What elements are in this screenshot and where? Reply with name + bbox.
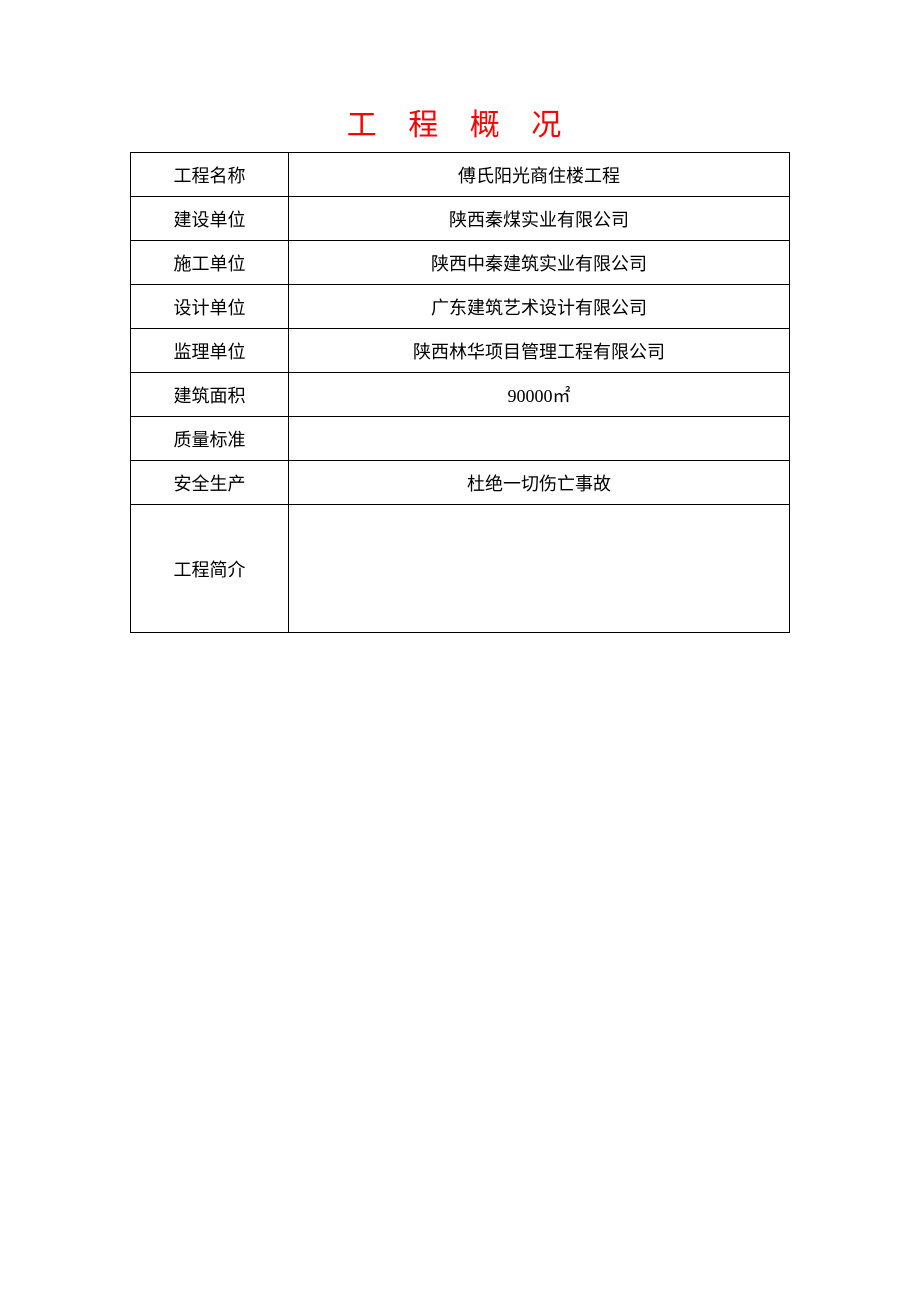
row-label: 安全生产 bbox=[131, 461, 289, 505]
project-overview-table: 工程名称傅氏阳光商住楼工程建设单位陕西秦煤实业有限公司施工单位陕西中秦建筑实业有… bbox=[130, 152, 790, 633]
row-value bbox=[289, 417, 790, 461]
row-label: 工程简介 bbox=[131, 505, 289, 633]
row-label: 建筑面积 bbox=[131, 373, 289, 417]
table-row: 建筑面积90000㎡ bbox=[131, 373, 790, 417]
row-label: 建设单位 bbox=[131, 197, 289, 241]
table-row: 安全生产杜绝一切伤亡事故 bbox=[131, 461, 790, 505]
row-label: 设计单位 bbox=[131, 285, 289, 329]
table-row: 建设单位陕西秦煤实业有限公司 bbox=[131, 197, 790, 241]
row-value: 陕西中秦建筑实业有限公司 bbox=[289, 241, 790, 285]
row-label: 工程名称 bbox=[131, 153, 289, 197]
row-value: 陕西林华项目管理工程有限公司 bbox=[289, 329, 790, 373]
table-row: 监理单位陕西林华项目管理工程有限公司 bbox=[131, 329, 790, 373]
row-value: 傅氏阳光商住楼工程 bbox=[289, 153, 790, 197]
row-value: 广东建筑艺术设计有限公司 bbox=[289, 285, 790, 329]
row-label: 施工单位 bbox=[131, 241, 289, 285]
row-value: 杜绝一切伤亡事故 bbox=[289, 461, 790, 505]
document-container: 工 程 概 况 工程名称傅氏阳光商住楼工程建设单位陕西秦煤实业有限公司施工单位陕… bbox=[130, 100, 790, 633]
page-title: 工 程 概 况 bbox=[130, 100, 790, 144]
row-label: 质量标准 bbox=[131, 417, 289, 461]
row-value bbox=[289, 505, 790, 633]
row-value: 陕西秦煤实业有限公司 bbox=[289, 197, 790, 241]
table-row: 工程名称傅氏阳光商住楼工程 bbox=[131, 153, 790, 197]
table-row: 工程简介 bbox=[131, 505, 790, 633]
row-value: 90000㎡ bbox=[289, 373, 790, 417]
table-row: 施工单位陕西中秦建筑实业有限公司 bbox=[131, 241, 790, 285]
row-label: 监理单位 bbox=[131, 329, 289, 373]
table-row: 质量标准 bbox=[131, 417, 790, 461]
table-row: 设计单位广东建筑艺术设计有限公司 bbox=[131, 285, 790, 329]
table-body: 工程名称傅氏阳光商住楼工程建设单位陕西秦煤实业有限公司施工单位陕西中秦建筑实业有… bbox=[131, 153, 790, 633]
